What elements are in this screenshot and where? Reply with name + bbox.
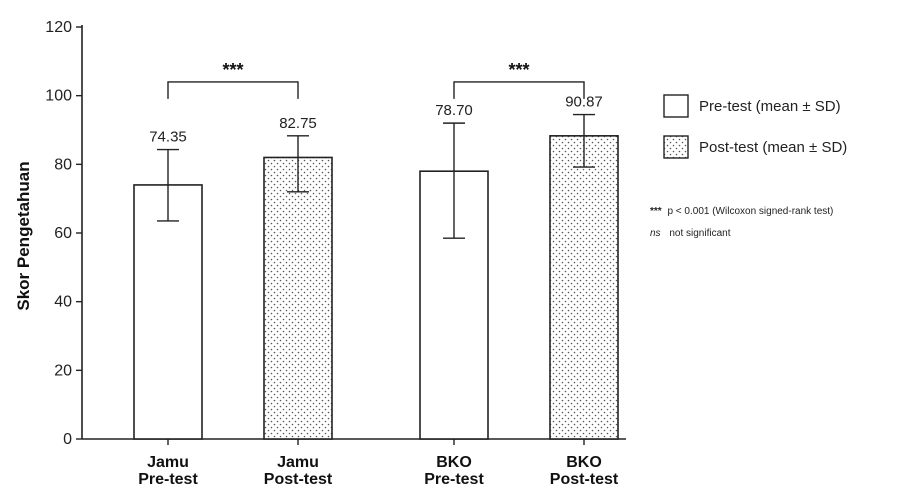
ns-note-symbol: ns (650, 228, 661, 239)
ns-note-text: not significant (669, 228, 730, 239)
sig-note-text: p < 0.001 (Wilcoxon signed-rank test) (667, 206, 833, 217)
x-tick-label: BKO (436, 454, 472, 471)
y-axis-title: Skor Pengetahuan (14, 161, 33, 310)
data-label: 82.75 (279, 115, 317, 132)
legend-label: Pre-test (mean ± SD) (699, 98, 841, 115)
significance-bracket (453, 81, 585, 99)
y-tick-label: 0 (63, 431, 72, 448)
significance-label: *** (508, 60, 529, 80)
bar (133, 184, 203, 440)
x-tick-label: Pre-test (424, 471, 484, 484)
data-label: 74.35 (149, 129, 187, 146)
significance-note: *** p < 0.001 (Wilcoxon signed-rank test… (650, 206, 833, 239)
legend: Pre-test (mean ± SD) Post-test (mean ± SD… (663, 94, 847, 159)
x-tick-label: Post-test (264, 471, 333, 484)
y-tick-label: 120 (45, 19, 72, 36)
y-tick-label: 40 (54, 294, 72, 311)
data-label: 90.87 (565, 94, 603, 111)
significance-bracket (167, 81, 299, 99)
y-tick-label: 80 (54, 156, 72, 173)
legend-swatch (663, 94, 689, 118)
x-tick-label: Post-test (550, 471, 619, 484)
svg-text:*** p < 0.001 (Wilcoxon: *** p < 0.001 (Wilcoxon signed-rank test… (650, 206, 833, 217)
bar (549, 135, 619, 440)
x-tick-label: BKO (566, 454, 602, 471)
plot-area: 02040608010012074.35JamuPre-test82.75Jam… (45, 19, 626, 484)
y-tick-label: 100 (45, 88, 72, 105)
x-tick-label: Jamu (147, 454, 189, 471)
significance-label: *** (222, 60, 243, 80)
x-tick-label: Pre-test (138, 471, 198, 484)
y-tick-label: 20 (54, 362, 72, 379)
legend-swatch (663, 135, 689, 159)
bar (263, 156, 333, 440)
svg-text:ns not significant: ns not significant (650, 228, 731, 239)
x-tick-label: Jamu (277, 454, 319, 471)
data-label: 78.70 (435, 102, 473, 119)
y-tick-label: 60 (54, 225, 72, 242)
legend-label: Post-test (mean ± SD) (699, 139, 847, 156)
sig-note-symbol: *** (650, 206, 662, 217)
